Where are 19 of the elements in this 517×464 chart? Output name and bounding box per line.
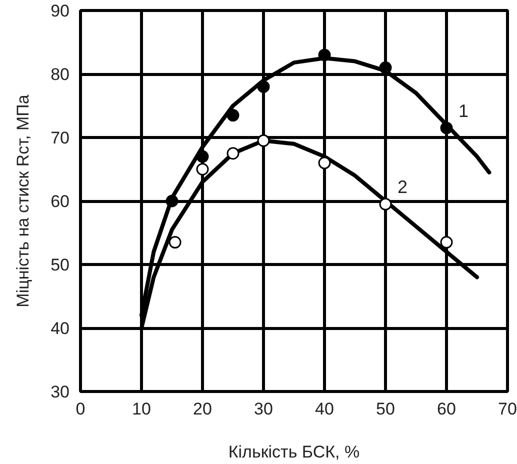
series-label: 1 bbox=[458, 100, 469, 121]
y-tick-label: 60 bbox=[50, 192, 70, 211]
y-tick-label: 50 bbox=[50, 256, 70, 274]
y-axis-title: Міцність на стиск Rст, МПа bbox=[14, 94, 33, 308]
y-tick-label: 80 bbox=[50, 65, 70, 84]
y-tick-label: 40 bbox=[50, 319, 70, 338]
x-tick-label: 70 bbox=[498, 400, 517, 418]
x-axis-title: Кількість БСК, % bbox=[228, 442, 360, 462]
y-tick-label: 30 bbox=[50, 382, 70, 402]
x-tick-label: 40 bbox=[315, 400, 334, 418]
y-tick-label: 90 bbox=[50, 2, 70, 20]
series-label: 2 bbox=[398, 177, 408, 197]
x-tick-label: 20 bbox=[193, 400, 212, 418]
x-tick-label: 30 bbox=[254, 400, 273, 418]
x-tick-label: 50 bbox=[376, 400, 395, 418]
x-tick-label: 0 bbox=[76, 400, 86, 418]
y-tick-label: 70 bbox=[50, 128, 70, 148]
x-tick-label: 60 bbox=[437, 400, 456, 418]
x-tick-label: 10 bbox=[132, 400, 151, 418]
